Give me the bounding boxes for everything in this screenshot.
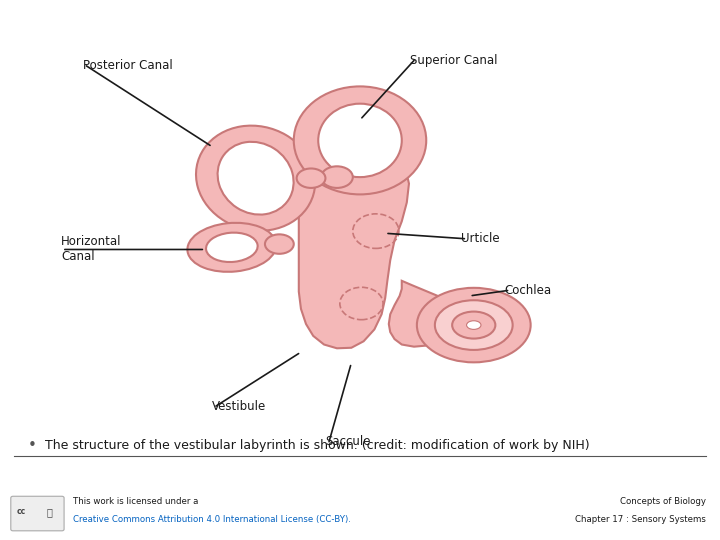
- Polygon shape: [389, 281, 454, 347]
- Text: Superior Canal: Superior Canal: [410, 54, 498, 67]
- Ellipse shape: [206, 233, 258, 262]
- Ellipse shape: [265, 234, 294, 254]
- Text: Saccule: Saccule: [325, 435, 371, 448]
- Text: Ⓢ: Ⓢ: [46, 507, 52, 517]
- Text: cc: cc: [17, 508, 26, 516]
- Ellipse shape: [196, 126, 315, 231]
- Ellipse shape: [467, 321, 481, 329]
- Polygon shape: [299, 129, 409, 348]
- Text: The structure of the vestibular labyrinth is shown. (credit: modification of wor: The structure of the vestibular labyrint…: [45, 439, 589, 452]
- Text: Cochlea: Cochlea: [504, 284, 551, 297]
- Ellipse shape: [435, 300, 513, 350]
- Ellipse shape: [294, 86, 426, 194]
- Text: Urticle: Urticle: [461, 232, 500, 245]
- Ellipse shape: [187, 223, 276, 272]
- Text: Posterior Canal: Posterior Canal: [83, 59, 173, 72]
- FancyBboxPatch shape: [11, 496, 64, 531]
- Text: Vestibule: Vestibule: [212, 400, 266, 413]
- Ellipse shape: [297, 168, 325, 188]
- Text: Concepts of Biology: Concepts of Biology: [620, 497, 706, 505]
- Text: •: •: [27, 438, 36, 453]
- Text: Chapter 17 : Sensory Systems: Chapter 17 : Sensory Systems: [575, 515, 706, 524]
- Ellipse shape: [452, 312, 495, 339]
- Ellipse shape: [318, 104, 402, 177]
- Text: Creative Commons Attribution 4.0 International License (CC-BY).: Creative Commons Attribution 4.0 Interna…: [73, 515, 351, 524]
- Text: Horizontal
Canal: Horizontal Canal: [61, 235, 122, 264]
- Ellipse shape: [417, 288, 531, 362]
- Ellipse shape: [321, 166, 353, 188]
- Ellipse shape: [217, 142, 294, 214]
- Text: This work is licensed under a: This work is licensed under a: [73, 497, 199, 505]
